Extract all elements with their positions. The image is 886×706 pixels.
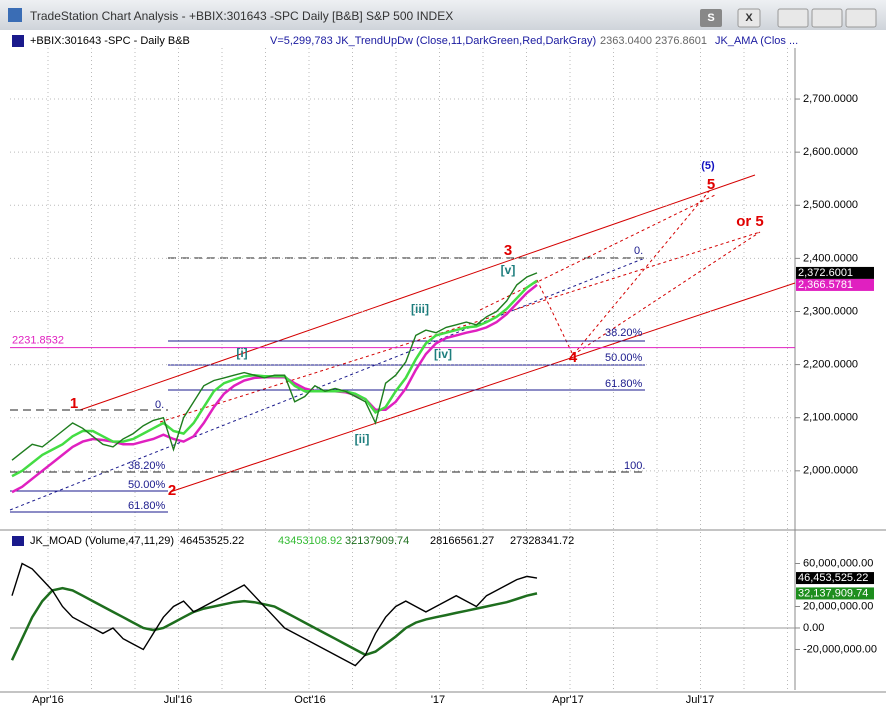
fib-label: 38.20% [128, 460, 166, 472]
y-tick-label: 20,000,000.00 [803, 600, 873, 612]
header-indicator: V=5,299,783 JK_TrendUpDw (Close,11,DarkG… [270, 35, 596, 47]
fib-label: 50.00% [128, 479, 166, 491]
fib-label: 0. [155, 399, 164, 411]
price-marker-label: 46,453,525.22 [798, 572, 868, 584]
wave-label: 2 [168, 482, 176, 499]
indicator-readout: 27328341.72 [510, 535, 574, 547]
fib-label: 50.00% [605, 352, 643, 364]
y-tick-label: 2,700.0000 [803, 93, 858, 105]
wave-label: or 5 [736, 213, 764, 230]
price-marker-label: 2,372.6001 [798, 267, 853, 279]
close-chart-button[interactable] [737, 8, 761, 28]
price-marker [796, 278, 874, 291]
wave-label: [i] [236, 346, 247, 360]
chart-area [0, 30, 886, 706]
minimize-button[interactable] [777, 8, 809, 28]
series-line [10, 586, 538, 661]
wave-label: [v] [501, 263, 516, 277]
price-marker-label: 2,366.5781 [798, 279, 853, 291]
y-tick-label: 60,000,000.00 [803, 557, 873, 569]
series-line [11, 562, 538, 667]
wave-label: [ii] [355, 432, 370, 446]
wave-label: 1 [70, 395, 78, 412]
maximize-button[interactable] [811, 8, 843, 28]
indicator-readout: 32137909.74 [345, 535, 409, 547]
series-line [11, 279, 538, 478]
wave-label: [iii] [411, 302, 429, 316]
indicator-readout: 43453108.92 [278, 535, 342, 547]
wave-projection [479, 194, 716, 311]
y-tick-label: 2,300.0000 [803, 305, 858, 317]
fib-label: 100. [624, 460, 645, 472]
wave-label: 4 [569, 349, 578, 366]
header-high: 2376.8601 [655, 35, 707, 47]
header-low: 2363.0400 [600, 35, 652, 47]
indicator-readout: 28166561.27 [430, 535, 494, 547]
y-tick-label: 2,500.0000 [803, 199, 858, 211]
x-tick-label: Apr'16 [32, 694, 63, 706]
symbol-button[interactable] [700, 9, 722, 27]
close-button[interactable] [845, 8, 877, 28]
symbol-button-label[interactable]: S [707, 12, 714, 24]
fib-label: 61.80% [128, 500, 166, 512]
level-label: 2231.8532 [12, 335, 64, 347]
channel-upper [79, 174, 756, 411]
y-tick-label: 2,600.0000 [803, 146, 858, 158]
indicator-title: JK_MOAD (Volume,47,11,29) [30, 535, 174, 547]
price-marker [796, 587, 874, 600]
y-tick-label: -20,000,000.00 [803, 643, 877, 655]
wave-label: (5) [701, 160, 715, 172]
y-tick-label: 2,100.0000 [803, 412, 858, 424]
close-chart-label[interactable]: X [745, 12, 753, 24]
wave-label: [iv] [434, 347, 452, 361]
symbol-icon [12, 35, 24, 47]
price-marker-label: 32,137,909.74 [798, 587, 868, 599]
y-tick-label: 2,200.0000 [803, 359, 858, 371]
y-tick-label: 2,400.0000 [803, 252, 858, 264]
app-icon [8, 8, 22, 22]
x-tick-label: Jul'16 [164, 694, 192, 706]
fib-label: 61.80% [605, 378, 643, 390]
y-tick-label: 2,000.0000 [803, 465, 858, 477]
fib-label: 38.20% [605, 327, 643, 339]
x-tick-label: '17 [431, 694, 445, 706]
price-marker [796, 572, 874, 585]
indicator-icon [12, 536, 24, 546]
header-ama: JK_AMA (Clos ... [715, 35, 798, 47]
x-tick-label: Apr'17 [552, 694, 583, 706]
channel-lower [169, 282, 796, 493]
window-title: TradeStation Chart Analysis - +BBIX:3016… [30, 9, 453, 23]
x-tick-label: Jul'17 [686, 694, 714, 706]
y-tick-label: 0.00 [803, 622, 824, 634]
wave-label: 5 [707, 176, 715, 193]
plot [10, 98, 795, 667]
fib-label: 0. [634, 245, 643, 257]
series-line [11, 272, 538, 461]
header-symbol: +BBIX:301643 -SPC - Daily B&B [30, 35, 190, 47]
wave-projection [572, 231, 761, 356]
wave-label: 3 [504, 242, 512, 259]
price-marker [796, 266, 874, 279]
x-tick-label: Oct'16 [294, 694, 325, 706]
indicator-readout: 46453525.22 [180, 535, 244, 547]
